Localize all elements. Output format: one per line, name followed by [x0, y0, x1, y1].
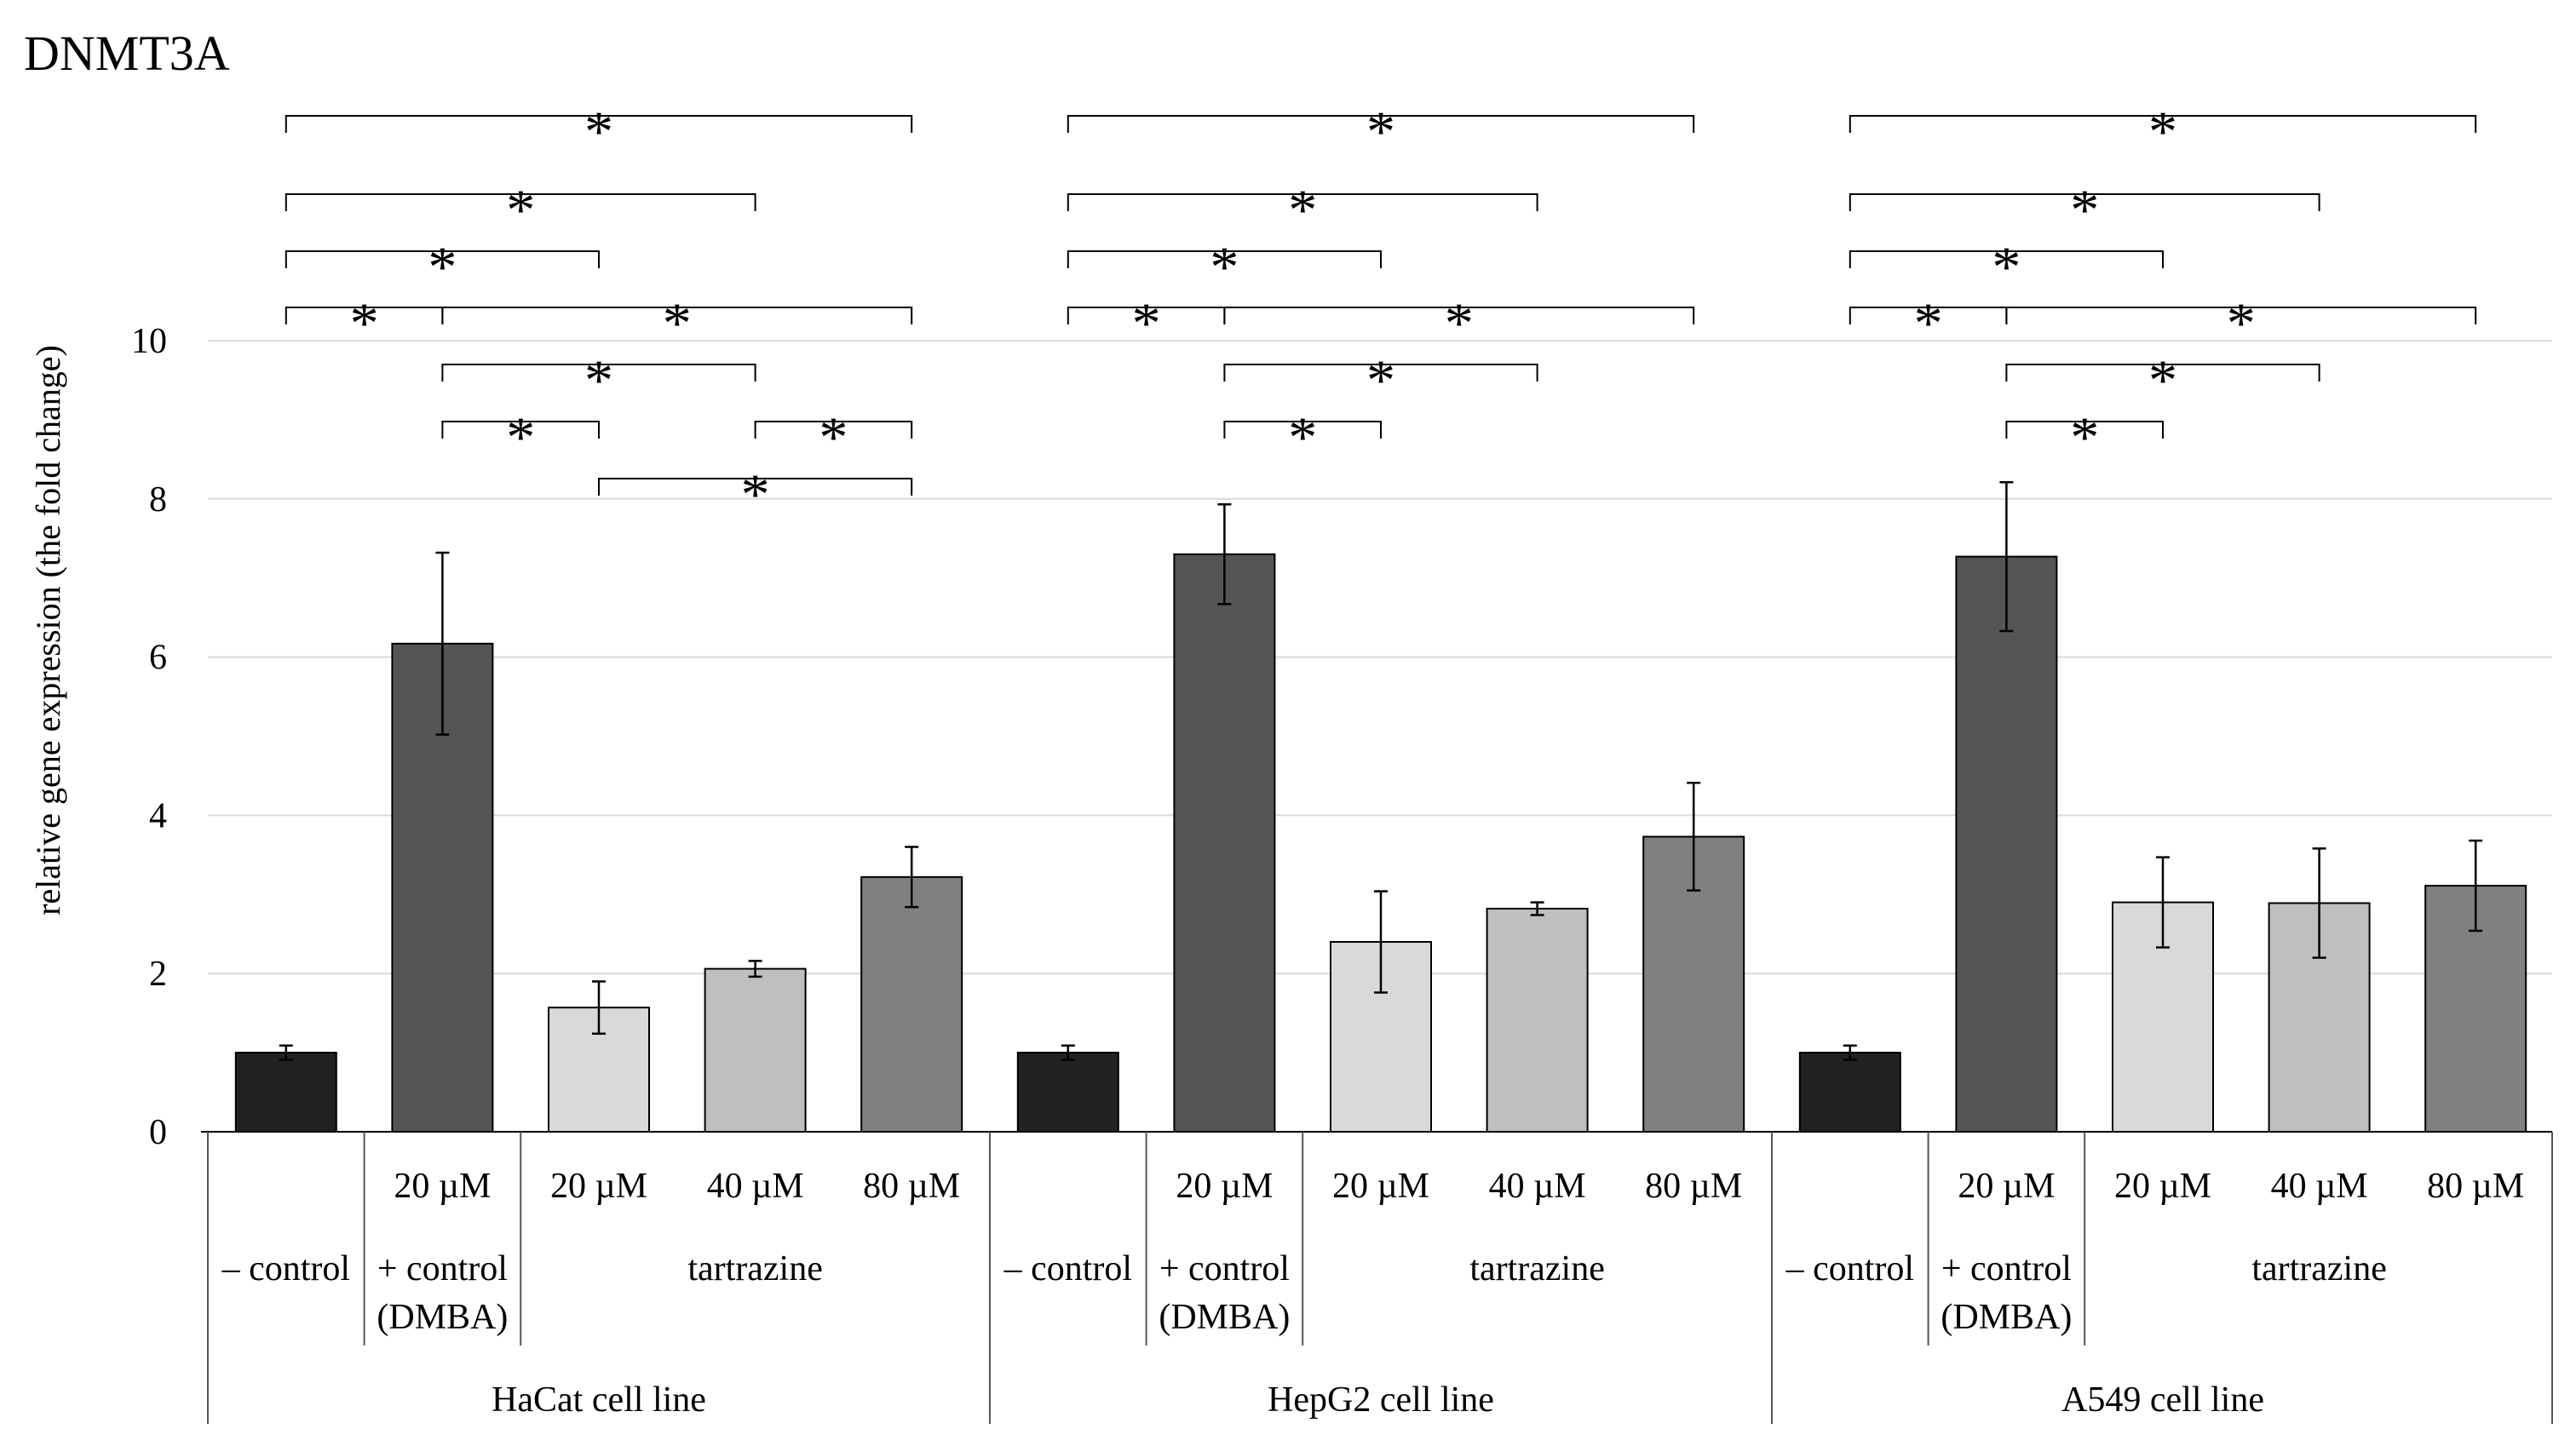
significance-star: *: [506, 177, 535, 242]
significance-bracket: [754, 421, 913, 439]
y-tick-label: 8: [149, 480, 167, 519]
concentration-label: 20 µM: [1332, 1167, 1429, 1206]
bar: [1955, 555, 2058, 1133]
significance-bracket: [2005, 364, 2320, 382]
bar: [1486, 908, 1589, 1133]
bars: [234, 553, 2527, 1133]
significance-bracket: [1849, 193, 2320, 211]
significance-star: *: [2227, 290, 2256, 355]
significance-bracket: [1067, 115, 1695, 133]
bar: [1173, 553, 1276, 1133]
concentration-label: 20 µM: [394, 1167, 491, 1206]
significance-bracket: [1223, 421, 1382, 439]
bar: [234, 1052, 337, 1133]
significance-star: *: [2148, 347, 2177, 412]
concentration-label: 20 µM: [2114, 1167, 2211, 1206]
x-axis-category-table: 20 µM 20 µM 40 µM 80 µM – control + control (D…: [201, 1131, 2553, 1424]
concentration-label: 40 µM: [1489, 1167, 1586, 1206]
significance-star: *: [1288, 405, 1317, 469]
concentration-label: 40 µM: [2271, 1167, 2368, 1206]
negative-control-label: – control: [221, 1249, 350, 1288]
cell-line-label: HepG2 cell line: [1268, 1380, 1494, 1420]
error-bars: [279, 481, 2483, 1061]
significance-star: *: [1366, 99, 1395, 164]
significance-star: *: [584, 347, 613, 412]
concentration-label: 80 µM: [863, 1167, 960, 1206]
significance-bracket: [1849, 115, 2477, 133]
significance-bracket: [1067, 250, 1382, 268]
significance-bracket: [598, 478, 913, 496]
significance-bracket: [2005, 307, 2477, 324]
significance-star: *: [741, 462, 770, 526]
significance-star: *: [506, 405, 535, 469]
concentration-label: 20 µM: [1176, 1167, 1273, 1206]
significance-bracket: [1067, 193, 1538, 211]
bar: [860, 875, 963, 1133]
tartrazine-label: tartrazine: [2251, 1249, 2387, 1288]
significance-star: *: [2148, 99, 2177, 164]
tartrazine-label: tartrazine: [1469, 1249, 1605, 1288]
significance-bracket: [441, 364, 756, 382]
concentration-label: 80 µM: [2427, 1167, 2524, 1206]
significance-star: *: [819, 405, 848, 469]
positive-control-sublabel: (DMBA): [1941, 1298, 2072, 1337]
bar: [704, 967, 807, 1133]
bar: [1016, 1052, 1119, 1133]
significance-bracket: [441, 421, 600, 439]
y-tick-label: 4: [149, 796, 167, 835]
y-tick-label: 0: [149, 1113, 167, 1152]
concentration-label: 20 µM: [1958, 1167, 2055, 1206]
positive-control-label: + control: [1159, 1249, 1290, 1288]
y-tick-label: 6: [149, 639, 167, 678]
significance-star: *: [1210, 234, 1239, 299]
significance-brackets: * * * * * * * * * * * * * * * * * * * * * * *: [285, 99, 2477, 526]
significance-star: *: [1366, 347, 1395, 412]
significance-star: *: [2070, 405, 2099, 469]
cell-line-label: A549 cell line: [2061, 1380, 2264, 1420]
significance-star: *: [1914, 290, 1943, 355]
significance-star: *: [1132, 290, 1161, 355]
positive-control-sublabel: (DMBA): [377, 1298, 508, 1337]
cell-line-label: HaCat cell line: [492, 1380, 706, 1420]
significance-bracket: [285, 115, 913, 133]
chart-title: DNMT3A: [24, 26, 230, 81]
significance-bracket: [1223, 307, 1695, 324]
positive-control-label: + control: [377, 1249, 508, 1288]
tartrazine-label: tartrazine: [687, 1249, 823, 1288]
significance-star: *: [350, 290, 379, 355]
bar: [1798, 1052, 1901, 1133]
significance-star: *: [1445, 290, 1474, 355]
y-tick-label: 10: [131, 322, 167, 361]
positive-control-label: + control: [1941, 1249, 2072, 1288]
y-axis-ticks: 0 2 4 6 8 10: [131, 322, 167, 1152]
y-tick-label: 2: [149, 955, 167, 994]
significance-star: *: [663, 290, 692, 355]
negative-control-label: – control: [1003, 1249, 1132, 1288]
y-axis-label: relative gene expression (the fold chang…: [29, 345, 67, 915]
concentration-label: 20 µM: [550, 1167, 647, 1206]
significance-bracket: [1849, 250, 2164, 268]
significance-bracket: [441, 307, 913, 324]
negative-control-label: – control: [1785, 1249, 1914, 1288]
concentration-label: 80 µM: [1645, 1167, 1742, 1206]
significance-star: *: [1288, 177, 1317, 242]
positive-control-sublabel: (DMBA): [1159, 1298, 1290, 1337]
significance-star: *: [1992, 234, 2021, 299]
significance-bracket: [2005, 421, 2164, 439]
significance-bracket: [1223, 364, 1538, 382]
significance-bracket: [285, 193, 756, 211]
significance-star: *: [2070, 177, 2099, 242]
significance-bracket: [285, 250, 600, 268]
concentration-label: 40 µM: [707, 1167, 804, 1206]
significance-star: *: [428, 234, 457, 299]
significance-star: *: [584, 99, 613, 164]
